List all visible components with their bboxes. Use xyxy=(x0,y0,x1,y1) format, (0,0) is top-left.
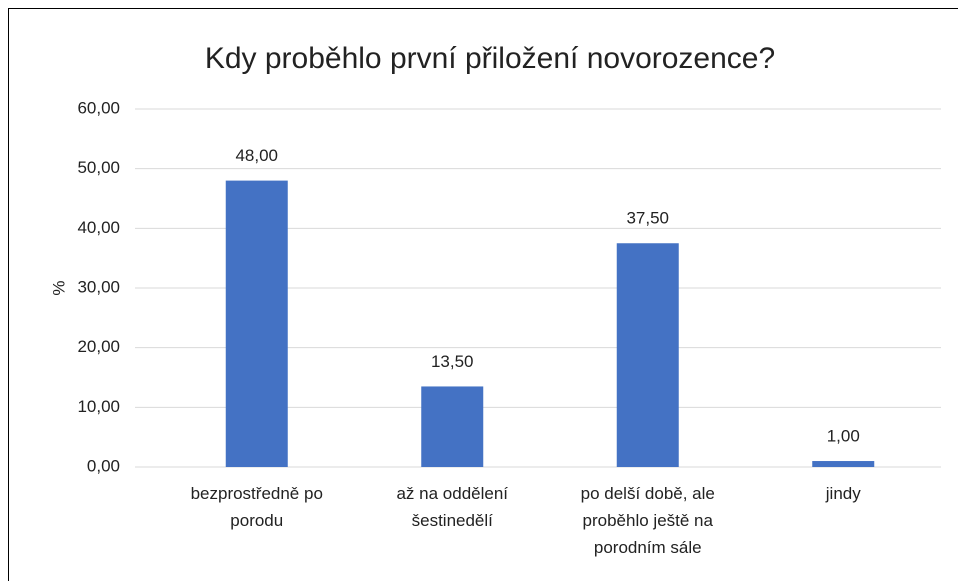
value-label: 1,00 xyxy=(827,427,860,446)
bar xyxy=(421,386,484,467)
y-tick-label: 60,00 xyxy=(77,98,120,117)
x-tick-label: jindy xyxy=(825,484,861,503)
value-label: 48,00 xyxy=(235,146,278,165)
x-tick-label: bezprostředně po porodu xyxy=(191,484,323,530)
y-tick-label: 30,00 xyxy=(77,277,120,296)
bar xyxy=(812,461,875,467)
chart-title: Kdy proběhlo první přiložení novorozence… xyxy=(205,42,775,75)
x-tick-label: po delší době, ale proběhlo ještě na porod… xyxy=(581,484,715,557)
bar xyxy=(616,243,679,467)
x-tick-label: až na oddělení šestinedělí xyxy=(396,484,508,530)
y-tick-label: 10,00 xyxy=(77,397,120,416)
value-label: 37,50 xyxy=(626,209,669,228)
value-label: 13,50 xyxy=(431,352,474,371)
y-tick-label: 20,00 xyxy=(77,337,120,356)
y-tick-label: 50,00 xyxy=(77,158,120,177)
y-axis-label: % xyxy=(49,280,68,295)
bar xyxy=(225,180,288,467)
y-tick-label: 40,00 xyxy=(77,218,120,237)
y-tick-label: 0,00 xyxy=(87,456,120,475)
